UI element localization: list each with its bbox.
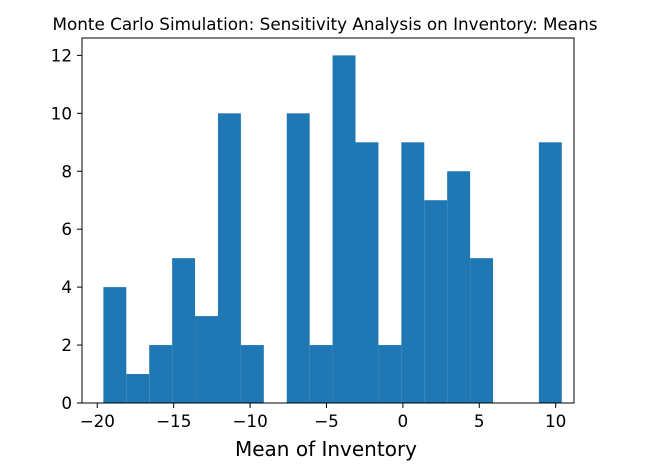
bar-4	[195, 316, 218, 403]
bar-3	[172, 258, 196, 403]
bar-13	[401, 142, 425, 404]
y-tick-label-5: 10	[51, 103, 72, 123]
bar-10	[332, 55, 356, 403]
bar-0	[103, 287, 127, 403]
bar-11	[355, 142, 379, 404]
bar-1	[126, 374, 150, 403]
y-tick-label-2: 4	[61, 277, 72, 297]
bar-2	[149, 345, 173, 403]
bar-5	[217, 113, 241, 404]
bar-19	[538, 142, 562, 404]
x-axis: −20 −15 −10 −5 0 5 10	[80, 403, 566, 431]
y-axis: 0 2 4 6 8 10 12	[51, 45, 82, 413]
x-tick-label-1: −15	[156, 411, 191, 431]
bar-16	[470, 258, 494, 403]
x-tick-label-3: −5	[314, 411, 339, 431]
y-tick-label-4: 8	[61, 161, 72, 181]
x-tick-label-6: 10	[545, 411, 566, 431]
y-tick-label-1: 2	[61, 335, 72, 355]
bar-12	[378, 345, 402, 403]
bar-6	[240, 345, 264, 403]
x-axis-label: Mean of Inventory	[235, 437, 417, 461]
x-tick-label-2: −10	[232, 411, 267, 431]
y-tick-label-0: 0	[61, 393, 72, 413]
bar-14	[424, 200, 448, 403]
bar-15	[447, 171, 471, 403]
chart-title: Monte Carlo Simulation: Sensitivity Anal…	[53, 14, 598, 34]
bar-8	[286, 113, 310, 404]
plot-frame	[81, 37, 575, 404]
bar-9	[309, 345, 333, 403]
x-tick-label-4: 0	[398, 411, 409, 431]
x-tick-label-5: 5	[474, 411, 485, 431]
bars-group	[103, 55, 562, 404]
y-tick-label-3: 6	[61, 219, 72, 239]
y-tick-label-6: 12	[51, 45, 72, 65]
x-tick-label-0: −20	[80, 411, 115, 431]
